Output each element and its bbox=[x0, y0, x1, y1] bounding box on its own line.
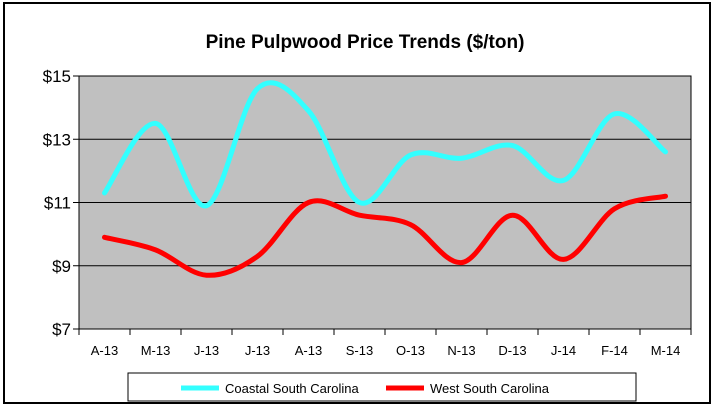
chart-canvas: Pine Pulpwood Price Trends ($/ton) $15$1… bbox=[43, 32, 692, 402]
x-tick-label: J-13 bbox=[194, 343, 219, 358]
y-tick-label: $7 bbox=[52, 320, 71, 339]
y-tick-label: $13 bbox=[43, 130, 71, 149]
series-lines bbox=[102, 80, 668, 278]
x-tick-label: J-13 bbox=[245, 343, 270, 358]
chart-frame: Pine Pulpwood Price Trends ($/ton) $15 $1… bbox=[3, 2, 711, 404]
y-tick-label: $15 bbox=[43, 67, 71, 86]
y-tick-label: $11 bbox=[44, 194, 71, 213]
chart-title: Pine Pulpwood Price Trends ($/ton) bbox=[206, 32, 525, 53]
y-tick-label: $9 bbox=[52, 257, 71, 276]
x-tick-label: M-14 bbox=[651, 343, 681, 358]
x-tick-label: N-13 bbox=[447, 343, 475, 358]
x-axis: A-13 M-13 J-13 J-13 A-13 S-13 O-13 N-13 D-13 J-14… bbox=[78, 329, 692, 358]
y-axis: $15 $13 $11 $9 $7 bbox=[43, 67, 79, 339]
x-tick-label: A-13 bbox=[91, 343, 118, 358]
x-tick-label: M-13 bbox=[141, 343, 171, 358]
legend-entries: Coastal South Carolina West South Carolin… bbox=[181, 381, 550, 396]
legend-label-coastal-south-carolina: Coastal South Carolina bbox=[225, 381, 359, 396]
x-tick-label: S-13 bbox=[346, 343, 373, 358]
x-tick-label: J-14 bbox=[551, 343, 576, 358]
x-tick-label: F-14 bbox=[601, 343, 628, 358]
legend-label-west-south-carolina: West South Carolina bbox=[430, 381, 550, 396]
x-tick-label: A-13 bbox=[295, 343, 322, 358]
x-tick-label: D-13 bbox=[498, 343, 526, 358]
x-tick-label: O-13 bbox=[396, 343, 425, 358]
